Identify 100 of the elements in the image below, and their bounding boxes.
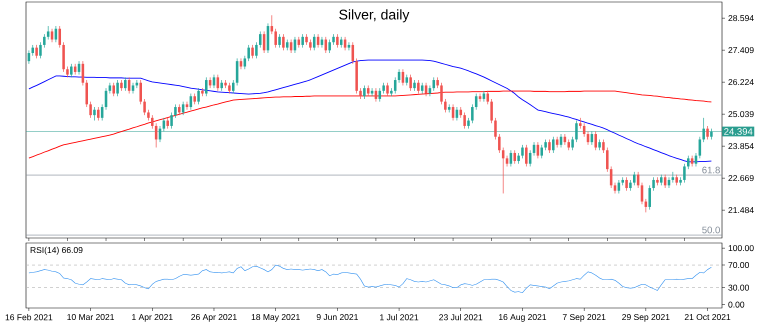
candlestick xyxy=(664,174,666,188)
candlestick xyxy=(394,76,396,94)
candlestick xyxy=(332,34,335,46)
candlestick xyxy=(510,150,512,167)
candlestick xyxy=(629,180,632,192)
candlestick xyxy=(174,104,177,118)
candlestick xyxy=(39,42,42,59)
candlestick xyxy=(258,31,262,48)
candlestick xyxy=(571,136,574,151)
candlestick xyxy=(298,36,300,48)
candlestick xyxy=(625,176,628,192)
ref-line-label: 24.394 xyxy=(724,128,752,135)
candlestick xyxy=(474,93,478,110)
candlestick xyxy=(386,82,389,97)
candlestick xyxy=(532,142,536,156)
candlestick xyxy=(240,58,242,70)
y-tick-label: 30.00 xyxy=(728,284,749,291)
candlestick xyxy=(274,28,277,48)
x-tick-label: 1 Apr 2021 xyxy=(132,314,173,322)
candlestick xyxy=(398,68,400,84)
y-tick-label: 21.484 xyxy=(728,207,754,214)
candlestick xyxy=(120,80,123,92)
candlestick xyxy=(467,117,470,129)
y-tick-label: 25.039 xyxy=(728,111,754,118)
candlestick xyxy=(147,109,150,121)
candlestick xyxy=(420,82,424,94)
candlestick xyxy=(440,82,443,105)
candlestick xyxy=(124,76,127,92)
candlestick xyxy=(212,74,216,88)
candlestick xyxy=(498,134,501,154)
candlestick xyxy=(255,42,258,59)
y-tick-label: 0.00 xyxy=(728,302,744,308)
candlestick xyxy=(502,147,504,194)
candlestick xyxy=(74,63,76,75)
candlestick xyxy=(154,122,158,148)
candlestick xyxy=(82,60,84,86)
candlestick xyxy=(143,98,146,116)
x-tick-label: 26 Apr 2021 xyxy=(191,314,237,322)
x-tick-label: 23 Jul 2021 xyxy=(439,314,482,320)
candlestick xyxy=(618,180,620,194)
candlestick xyxy=(228,82,231,94)
candlestick xyxy=(528,150,532,167)
candlestick xyxy=(278,34,281,48)
candlestick xyxy=(614,182,616,194)
candlestick xyxy=(294,36,296,54)
candlestick xyxy=(166,117,169,129)
candlestick xyxy=(270,14,274,34)
candlestick xyxy=(139,80,142,105)
candlestick xyxy=(660,174,663,186)
annotation: 61.8 xyxy=(702,166,720,174)
candlestick xyxy=(413,80,416,92)
candlestick xyxy=(378,88,382,102)
candlestick xyxy=(452,104,454,121)
candlestick xyxy=(251,44,254,59)
candlestick xyxy=(182,101,184,116)
candlestick xyxy=(70,63,73,78)
candlestick xyxy=(482,90,486,102)
candlestick xyxy=(344,36,346,51)
candlestick xyxy=(85,80,88,108)
candlestick xyxy=(560,134,562,148)
candlestick xyxy=(190,93,192,110)
candlestick xyxy=(544,139,547,151)
candlestick xyxy=(525,144,528,167)
candlestick xyxy=(193,93,196,105)
x-tick-label: 16 Feb 2021 xyxy=(6,314,52,320)
candlestick xyxy=(432,76,436,92)
y-tick-label: 100.00 xyxy=(728,245,754,252)
candlestick xyxy=(320,36,324,48)
candlestick xyxy=(290,39,292,54)
candlestick xyxy=(402,68,404,86)
candlestick xyxy=(151,114,154,129)
candlestick xyxy=(58,26,62,48)
candlestick xyxy=(564,134,566,146)
candlestick xyxy=(409,74,412,92)
candlestick xyxy=(262,31,266,54)
x-tick-label: 10 Mar 2021 xyxy=(67,314,114,320)
candlestick xyxy=(178,104,181,116)
candlestick xyxy=(521,144,524,159)
candlestick xyxy=(513,150,516,164)
candlestick xyxy=(205,76,208,97)
candlestick xyxy=(50,28,54,43)
candlestick xyxy=(606,147,609,172)
y-tick-label: 27.409 xyxy=(728,47,754,54)
candlestick xyxy=(436,76,439,88)
candlestick xyxy=(706,126,709,140)
candlestick xyxy=(683,163,686,183)
candlestick xyxy=(686,155,690,170)
candlestick xyxy=(132,82,134,94)
x-tick-label: 29 Sep 2021 xyxy=(622,314,670,322)
y-tick-label: 26.224 xyxy=(728,79,754,86)
candlestick xyxy=(640,182,644,205)
candlestick xyxy=(406,74,408,86)
candlestick xyxy=(31,44,34,56)
x-tick-label: 16 Aug 2021 xyxy=(499,314,546,322)
candlestick xyxy=(633,171,636,186)
candlestick xyxy=(170,112,173,129)
candlestick xyxy=(112,82,115,97)
candlestick xyxy=(598,139,601,151)
x-tick-label: 9 Jun 2021 xyxy=(316,314,358,320)
candlestick xyxy=(305,34,308,46)
